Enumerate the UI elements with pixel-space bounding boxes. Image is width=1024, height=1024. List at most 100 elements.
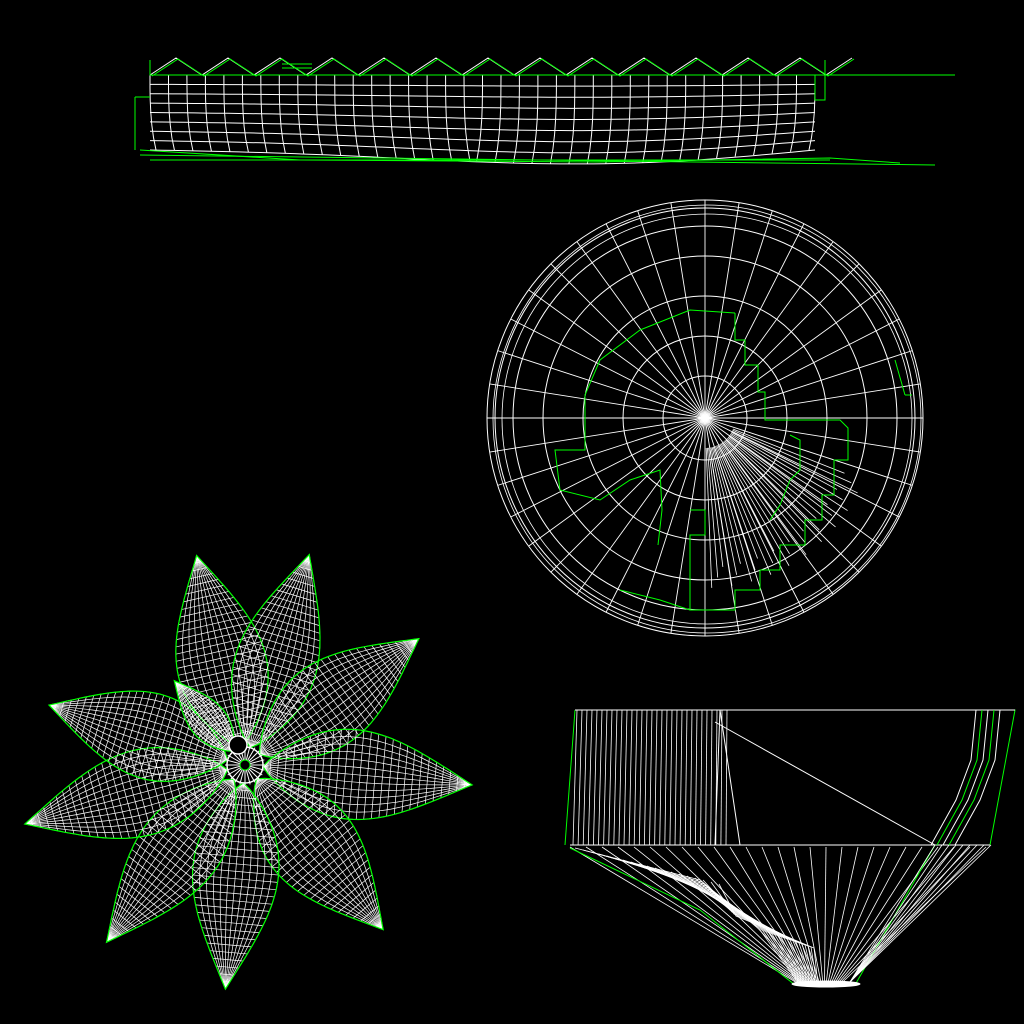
petal-mesh-cross — [253, 779, 278, 800]
petal-mesh-cross — [151, 817, 217, 869]
petal-mesh-cross — [116, 893, 151, 921]
petal — [230, 553, 321, 749]
petal-mesh-cross — [323, 866, 371, 907]
side-mesh-row — [149, 130, 816, 143]
petal-mesh-cross — [113, 691, 138, 766]
section-diagonal — [714, 721, 936, 846]
petal-mesh-cross — [345, 889, 376, 916]
petal-mesh-cross — [200, 716, 229, 741]
petal-mesh-cross — [208, 759, 218, 789]
petal-mesh-cross — [191, 752, 206, 803]
petal-mesh-cross — [231, 681, 303, 704]
petal-mesh-cross — [192, 690, 268, 709]
flower-center-notch — [228, 735, 248, 755]
plan-spoke — [704, 223, 805, 419]
section-edge — [719, 709, 741, 846]
petal-mesh-cross — [330, 874, 373, 910]
petal-mesh-cross — [178, 654, 266, 676]
petal-mesh-cross — [183, 750, 200, 809]
plan-dense-spoke — [716, 445, 772, 575]
petal-outline — [230, 553, 321, 749]
petal-mesh-cross — [194, 727, 211, 777]
section-funnel-line — [633, 846, 807, 986]
petal-mesh-cross — [182, 668, 268, 690]
flower-center-spoke — [227, 767, 241, 776]
petal-mesh-cross — [180, 690, 198, 706]
section-hatch — [659, 709, 663, 846]
section-funnel-line — [617, 846, 806, 986]
petal-mesh-cross — [327, 656, 374, 721]
petal-mesh-cross — [195, 711, 225, 736]
plan-green-edge — [894, 359, 906, 396]
petal-mesh-cross — [80, 695, 95, 739]
petal-mesh-cross — [341, 651, 383, 709]
petal — [23, 746, 229, 840]
petal-mesh-cross — [193, 889, 275, 898]
flower-center-spoke — [230, 768, 242, 780]
section-hatch — [674, 709, 678, 846]
side-elevation-wireframe — [134, 57, 955, 166]
petal-mesh-cross — [218, 749, 225, 766]
plan-dense-spoke — [705, 447, 713, 588]
petal-mesh-cross — [255, 785, 304, 826]
petal-mesh-long — [24, 747, 228, 825]
plan-spoke — [528, 417, 706, 547]
flower-center-hole — [239, 759, 251, 771]
petal-mesh-cross — [192, 874, 278, 883]
petal-mesh-cross — [333, 729, 342, 817]
petal-mesh-cross — [36, 812, 42, 828]
petal-mesh-cross — [256, 613, 320, 634]
section-hatch — [608, 709, 613, 846]
petal — [105, 778, 237, 944]
plan-dense-spoke — [715, 445, 758, 559]
plan-green-inner — [769, 434, 801, 521]
section-funnel-line — [824, 846, 827, 986]
petal-mesh-cross — [206, 823, 273, 831]
petal-mesh-cross — [183, 591, 229, 603]
petal-mesh-cross — [265, 601, 320, 619]
petal-mesh-cross — [158, 703, 183, 782]
section-funnel-line — [713, 846, 815, 986]
plan-dense-spoke — [708, 447, 724, 567]
petal-mesh-cross — [326, 730, 335, 815]
plan-spoke — [489, 417, 706, 453]
petal-mesh-cross — [244, 632, 320, 657]
petal-mesh-cross — [55, 796, 67, 833]
petal-mesh-cross — [177, 686, 188, 696]
petal-mesh-cross — [181, 692, 202, 710]
petal-mesh-cross — [308, 665, 359, 736]
petal-mesh-cross — [222, 981, 230, 983]
plan-dense-spoke — [710, 447, 738, 575]
petal-mesh-cross — [292, 571, 314, 579]
plan-dense-spoke — [726, 437, 817, 519]
petal-mesh-cross — [187, 701, 216, 726]
petal-outline — [258, 637, 420, 760]
side-mesh-row — [149, 121, 816, 132]
section-hatch — [684, 709, 688, 846]
petal-mesh-cross — [101, 762, 123, 839]
petal-mesh-cross — [338, 882, 375, 913]
petal-mesh-cross — [193, 859, 280, 869]
flower-center-spoke — [248, 768, 260, 780]
petal — [253, 777, 385, 931]
petal-mesh-cross — [371, 645, 399, 682]
petal-mesh-cross — [176, 684, 185, 692]
petal-mesh-cross — [410, 639, 416, 647]
side-outline-box — [149, 60, 826, 101]
flower-center-spoke — [227, 754, 241, 763]
plan-spoke — [704, 210, 773, 419]
side-mesh-row — [149, 102, 816, 109]
petal-mesh-cross — [108, 691, 131, 763]
plan-spoke — [637, 417, 706, 626]
petal-mesh-cross — [176, 621, 252, 640]
petal-mesh-cross — [234, 659, 313, 685]
petal-mesh-cross — [316, 859, 369, 903]
petal-mesh-cross — [348, 729, 357, 820]
flower-center-spoke — [247, 769, 256, 783]
petal-mesh-cross — [151, 699, 177, 781]
plan-dense-spoke — [725, 439, 822, 542]
petal-mesh-cross — [111, 917, 129, 932]
section-outline-left — [564, 709, 576, 846]
petal-mesh-cross — [297, 738, 304, 801]
